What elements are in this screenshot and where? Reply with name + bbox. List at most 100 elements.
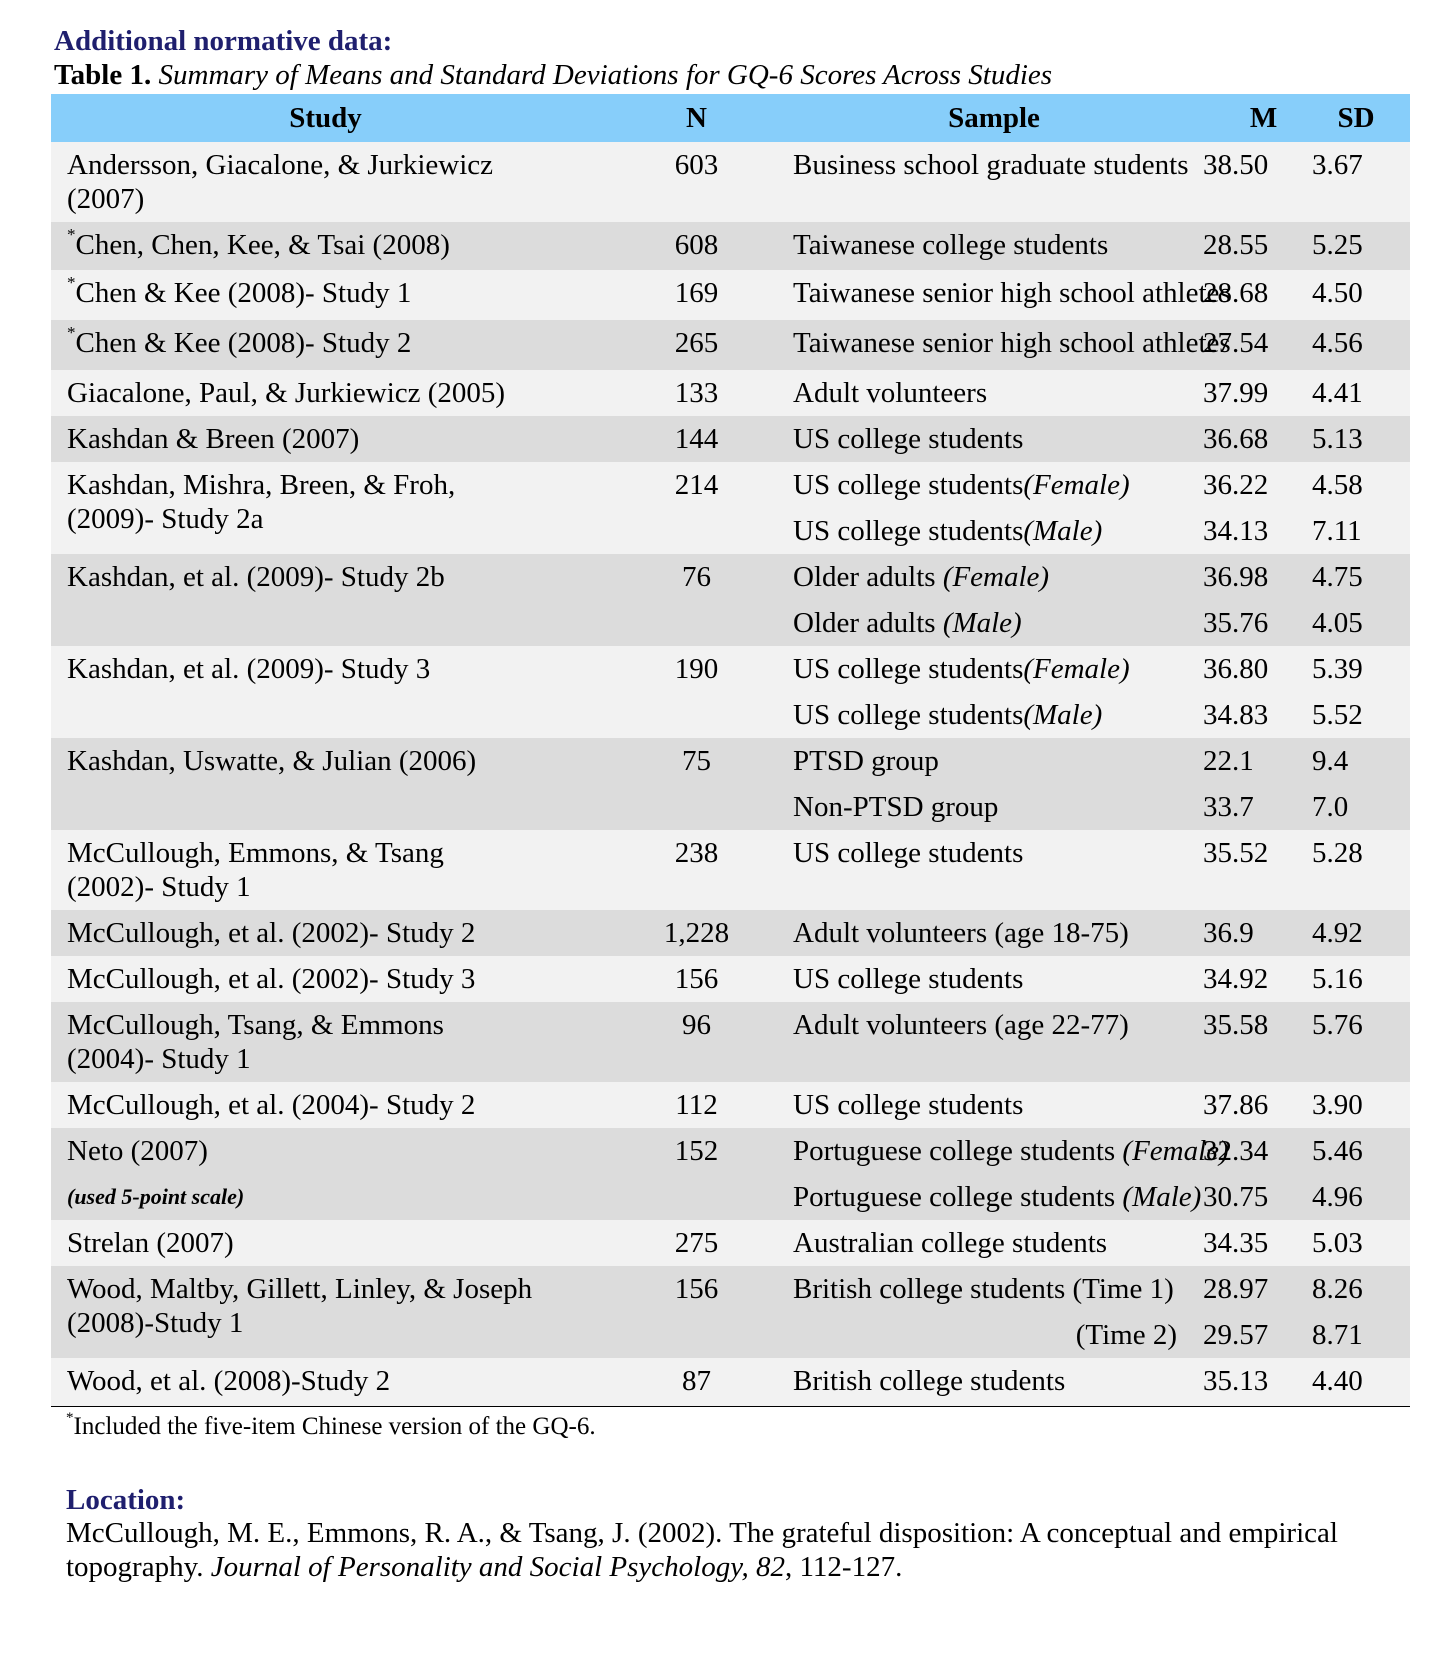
- sample-text: Taiwanese senior high school athletes: [793, 327, 1231, 359]
- sd-cell: 8.26 8.71: [1302, 1266, 1410, 1358]
- sample-cell: Adult volunteers: [793, 370, 1195, 416]
- sample-cell: British college students: [793, 1358, 1195, 1407]
- sample-line: US college students(Male): [793, 508, 1195, 554]
- study-name-line: Strelan (2007): [67, 1227, 234, 1259]
- sample-text: Adult volunteers: [793, 377, 988, 409]
- study-name-line: *Chen, Chen, Kee, & Tsai (2008): [67, 226, 600, 262]
- sample-line: Older adults (Female): [793, 554, 1195, 600]
- n-cell: 144: [600, 416, 793, 462]
- sample-text: (Time 2): [1075, 1319, 1177, 1351]
- sd-cell: 3.67: [1302, 142, 1410, 222]
- sample-qualifier: (Female): [1122, 1135, 1229, 1167]
- mean-cell: 35.58: [1195, 1002, 1302, 1082]
- sd-value: 5.28: [1312, 837, 1363, 869]
- mean-cell: 27.54: [1195, 320, 1302, 370]
- study-cell: Wood, Maltby, Gillett, Linley, & Joseph(…: [51, 1266, 600, 1358]
- mean-cell: 22.1 33.7: [1195, 738, 1302, 830]
- mean-value: 35.76: [1203, 607, 1269, 639]
- table-row: McCullough, et al. (2002)- Study 3 156 US …: [51, 956, 1410, 1002]
- sample-qualifier: (Male): [942, 607, 1022, 639]
- table-caption: Table 1. Summary of Means and Standard D…: [54, 58, 1052, 92]
- n-cell: 275: [600, 1220, 793, 1266]
- mean-cell: 28.55: [1195, 222, 1302, 270]
- sample-text: US college students: [793, 423, 1024, 455]
- sample-text: US college students: [793, 469, 1024, 501]
- n-cell: 75: [600, 738, 793, 830]
- mean-value: 36.98: [1203, 561, 1269, 593]
- gq6-summary-table: Study N Sample M SD Andersson, Giacalone…: [51, 94, 1410, 1407]
- sample-text: US college students: [793, 515, 1024, 547]
- reference-journal: Journal of Personality and Social Psycho…: [210, 1551, 785, 1583]
- study-cell: *Chen, Chen, Kee, & Tsai (2008): [51, 222, 600, 270]
- mean-value: 32.34: [1203, 1135, 1269, 1167]
- sample-cell: US college students(Female) US college st…: [793, 462, 1195, 554]
- sample-cell: Portuguese college students (Female) Port…: [793, 1128, 1229, 1220]
- col-header-sd: SD: [1302, 94, 1410, 142]
- table-row: *Chen & Kee (2008)- Study 1 169 Taiwanese …: [51, 270, 1410, 320]
- sample-line: US college students: [793, 830, 1195, 876]
- mean-value: 33.7: [1203, 791, 1254, 823]
- sd-cell: 4.41: [1302, 370, 1410, 416]
- sample-line: PTSD group: [793, 738, 1195, 784]
- study-cell: Strelan (2007): [51, 1220, 600, 1266]
- study-cell: Kashdan, Uswatte, & Julian (2006): [51, 738, 600, 830]
- n-cell: 1,228: [600, 910, 793, 956]
- sd-cell: 5.16: [1302, 956, 1410, 1002]
- study-name-line: Giacalone, Paul, & Jurkiewicz (2005): [67, 377, 506, 409]
- table-row: Neto (2007) (used 5-point scale) 152 Portug…: [51, 1128, 1410, 1220]
- table-row: McCullough, et al. (2004)- Study 2 112 US …: [51, 1082, 1410, 1128]
- sample-line: US college students: [793, 416, 1195, 462]
- mean-cell: 38.50: [1195, 142, 1302, 222]
- sd-value: 3.67: [1312, 149, 1363, 181]
- sd-value: 7.0: [1312, 791, 1349, 823]
- study-cell: Andersson, Giacalone, & Jurkiewicz (2007): [51, 142, 600, 222]
- sd-value: 5.46: [1312, 1135, 1363, 1167]
- table-row: McCullough, et al. (2002)- Study 2 1,228 A…: [51, 910, 1410, 956]
- sample-cell: US college students(Female) US college st…: [793, 646, 1195, 738]
- mean-cell: 34.35: [1195, 1220, 1302, 1266]
- table-row: Wood, Maltby, Gillett, Linley, & Joseph(…: [51, 1266, 1410, 1358]
- study-cell: Giacalone, Paul, & Jurkiewicz (2005): [51, 370, 600, 416]
- mean-cell: 28.97 29.57: [1195, 1266, 1302, 1358]
- table-label: Table 1.: [54, 59, 152, 91]
- study-cell: Wood, et al. (2008)-Study 2: [51, 1358, 600, 1407]
- study-cell: Kashdan, et al. (2009)- Study 3: [51, 646, 600, 738]
- table-row: Strelan (2007) 275 Australian college stud…: [51, 1220, 1410, 1266]
- sd-cell: 5.28: [1302, 830, 1410, 910]
- mean-value: 28.68: [1203, 277, 1269, 309]
- study-name-text: Chen & Kee (2008)- Study 1: [75, 277, 412, 309]
- mean-value: 28.97: [1203, 1273, 1269, 1305]
- sd-value: 5.39: [1312, 653, 1363, 685]
- study-name-line: *Chen & Kee (2008)- Study 2: [67, 324, 600, 360]
- study-name-line: (2008)-Study 1: [67, 1307, 244, 1339]
- sd-value: 4.56: [1312, 327, 1363, 359]
- sd-value: 8.71: [1312, 1319, 1363, 1351]
- study-cell: Kashdan, Mishra, Breen, & Froh, (2009)- S…: [51, 462, 600, 554]
- n-value: 190: [674, 653, 719, 685]
- study-name-line: Kashdan, et al. (2009)- Study 3: [67, 653, 431, 685]
- n-cell: 156: [600, 1266, 793, 1358]
- study-name-line: Andersson, Giacalone, & Jurkiewicz: [67, 149, 494, 181]
- sd-cell: 3.90: [1302, 1082, 1410, 1128]
- study-name-line: *Chen & Kee (2008)- Study 1: [67, 274, 600, 310]
- sd-value: 3.90: [1312, 1089, 1363, 1121]
- sample-line: US college students(Female): [793, 462, 1195, 508]
- study-cell: McCullough, et al. (2002)- Study 3: [51, 956, 600, 1002]
- sample-text: Taiwanese senior high school athletes: [793, 277, 1231, 309]
- sample-line: Taiwanese senior high school athletes: [793, 270, 1231, 316]
- mean-value: 36.68: [1203, 423, 1269, 455]
- sample-qualifier: (Female): [1023, 653, 1130, 685]
- sd-cell: 4.56: [1302, 320, 1410, 370]
- sample-cell: US college students: [793, 416, 1195, 462]
- sample-line: Portuguese college students (Female): [793, 1128, 1229, 1174]
- table-row: Kashdan, et al. (2009)- Study 2b 76 Older …: [51, 554, 1410, 646]
- mean-cell: 32.34 30.75: [1195, 1128, 1302, 1220]
- sd-value: 7.11: [1312, 515, 1362, 547]
- reference-pages: , 112-127.: [784, 1551, 903, 1583]
- sd-value: 4.50: [1312, 277, 1363, 309]
- sample-cell: Taiwanese senior high school athletes: [793, 270, 1231, 320]
- sample-text: US college students: [793, 963, 1024, 995]
- sample-text: Non-PTSD group: [793, 791, 999, 823]
- table-row: Wood, et al. (2008)-Study 2 87 British col…: [51, 1358, 1410, 1407]
- study-cell: McCullough, Tsang, & Emmons (2004)- Study…: [51, 1002, 600, 1082]
